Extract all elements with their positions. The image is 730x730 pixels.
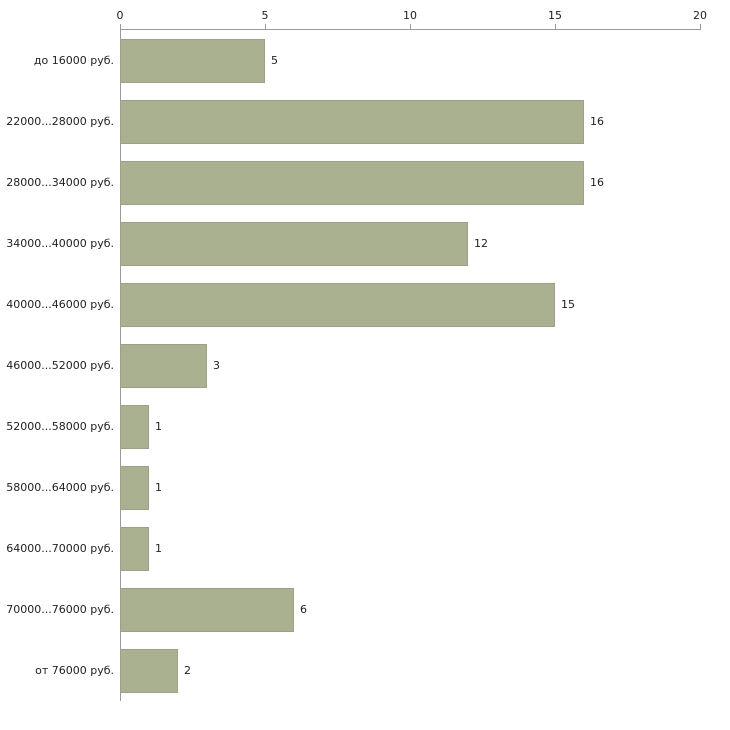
- chart-row: 40000...46000 руб. 15: [0, 274, 730, 335]
- chart-row: 52000...58000 руб. 1: [0, 396, 730, 457]
- bar-value-label: 1: [155, 420, 162, 433]
- category-label: 34000...40000 руб.: [6, 237, 114, 250]
- bar-value-label: 1: [155, 542, 162, 555]
- category-label: от 76000 руб.: [35, 664, 114, 677]
- bar: [120, 282, 555, 327]
- bar-value-label: 12: [474, 237, 488, 250]
- chart-row: 58000...64000 руб. 1: [0, 457, 730, 518]
- bar-value-label: 1: [155, 481, 162, 494]
- bar-value-label: 16: [590, 176, 604, 189]
- bar: [120, 221, 468, 266]
- category-label: 40000...46000 руб.: [6, 298, 114, 311]
- bar: [120, 160, 584, 205]
- x-axis-tick-mark: [265, 24, 266, 30]
- bar: [120, 343, 207, 388]
- x-axis-tick-mark: [555, 24, 556, 30]
- bar: [120, 648, 178, 693]
- x-axis-tick-mark: [700, 24, 701, 30]
- bar: [120, 404, 149, 449]
- bar: [120, 587, 294, 632]
- bar-value-label: 6: [300, 603, 307, 616]
- x-axis: 0 5 10 15 20: [116, 0, 707, 30]
- chart-row: 28000...34000 руб. 16: [0, 152, 730, 213]
- category-label: 58000...64000 руб.: [6, 481, 114, 494]
- x-axis-tick-mark: [410, 24, 411, 30]
- chart-row: 46000...52000 руб. 3: [0, 335, 730, 396]
- category-label: 22000...28000 руб.: [6, 115, 114, 128]
- chart-row: 70000...76000 руб. 6: [0, 579, 730, 640]
- bar: [120, 38, 265, 83]
- bar-area: 5: [120, 38, 700, 83]
- bar-area: 15: [120, 282, 700, 327]
- bar-area: 16: [120, 99, 700, 144]
- category-label: 70000...76000 руб.: [6, 603, 114, 616]
- bar-area: 1: [120, 465, 700, 510]
- x-axis-tick-label: 0: [116, 9, 124, 22]
- category-label: до 16000 руб.: [33, 54, 114, 67]
- category-label: 28000...34000 руб.: [6, 176, 114, 189]
- bar: [120, 465, 149, 510]
- bar-value-label: 2: [184, 664, 191, 677]
- bar: [120, 99, 584, 144]
- x-axis-tick-label: 10: [403, 9, 417, 22]
- chart-row: 64000...70000 руб. 1: [0, 518, 730, 579]
- x-axis-tick-label: 5: [261, 9, 269, 22]
- chart-rows: до 16000 руб. 5 22000...28000 руб. 16 28000.…: [0, 30, 730, 701]
- chart-row: до 16000 руб. 5: [0, 30, 730, 91]
- bar-area: 16: [120, 160, 700, 205]
- chart-row: 34000...40000 руб. 12: [0, 213, 730, 274]
- chart-row: от 76000 руб. 2: [0, 640, 730, 701]
- bar-area: 2: [120, 648, 700, 693]
- bar-area: 12: [120, 221, 700, 266]
- bar: [120, 526, 149, 571]
- x-axis-tick-label: 15: [548, 9, 562, 22]
- bar-area: 3: [120, 343, 700, 388]
- bar-value-label: 5: [271, 54, 278, 67]
- category-label: 52000...58000 руб.: [6, 420, 114, 433]
- x-axis-tick-label: 20: [693, 9, 707, 22]
- category-label: 46000...52000 руб.: [6, 359, 114, 372]
- bar-value-label: 15: [561, 298, 575, 311]
- x-axis-tick-mark: [120, 24, 121, 30]
- bar-area: 1: [120, 404, 700, 449]
- category-label: 64000...70000 руб.: [6, 542, 114, 555]
- bar-area: 1: [120, 526, 700, 571]
- bar-area: 6: [120, 587, 700, 632]
- bar-value-label: 16: [590, 115, 604, 128]
- chart-row: 22000...28000 руб. 16: [0, 91, 730, 152]
- bar-value-label: 3: [213, 359, 220, 372]
